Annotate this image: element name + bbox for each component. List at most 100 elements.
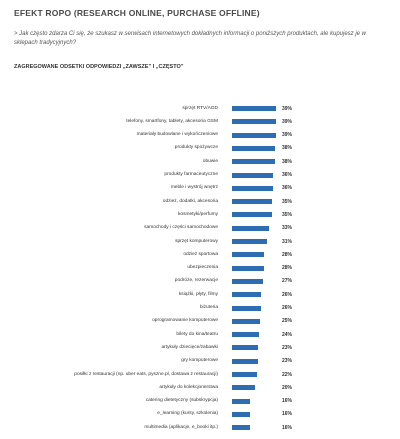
bar: [232, 106, 277, 111]
bar-row: samochody i części samochodowe 33%: [0, 222, 400, 235]
value-label: 26%: [282, 305, 293, 311]
value-label: 39%: [282, 132, 293, 139]
bar-row: multimedia (aplikacje, e_booki itp.) 16%: [0, 421, 400, 434]
chart-title: EFEKT ROPO (RESEARCH ONLINE, PURCHASE OF…: [14, 8, 260, 18]
category-label: biżuteria: [199, 305, 218, 311]
bar: [232, 252, 264, 258]
bar: [232, 358, 258, 364]
category-label: ubezpieczenia: [187, 265, 218, 271]
category-label: książki, płyty, filmy: [178, 291, 218, 297]
subheading: ZAGREGOWANE ODSETKI ODPOWIEDZI „ZAWSZE” …: [14, 64, 184, 70]
bar-row: podróże, rezerwacje 27%: [0, 275, 400, 288]
category-label: sprzęt komputerowy: [175, 238, 218, 244]
bar-row: książki, płyty, filmy 26%: [0, 288, 400, 301]
bar-row: produkty farmaceutyczne 36%: [0, 169, 400, 182]
category-label: artykuły dziecięce/zabawki: [161, 345, 218, 351]
category-label: gry komputerowe: [181, 358, 218, 364]
value-label: 39%: [282, 105, 293, 112]
bar-row: sprzęt komputerowy 31%: [0, 235, 400, 248]
category-label: catering dietetyczny (subskrypcja): [145, 398, 218, 404]
question: > Jak często zdarza Ci się, że szukasz w…: [14, 31, 366, 46]
value-label: 22%: [282, 371, 293, 378]
value-label: 35%: [282, 198, 293, 205]
category-label: odzież, dodatki, akcesoria: [162, 198, 218, 204]
category-label: multimedia (aplikacje, e_booki itp.): [144, 424, 218, 430]
bar-row: bilety do kina/teatru 24%: [0, 328, 400, 341]
value-label: 38%: [282, 158, 293, 165]
bar-row: biżuteria 26%: [0, 302, 400, 315]
category-label: samochody i części samochodowe: [144, 225, 218, 231]
bar-row: produkty spożywcze 38%: [0, 142, 400, 155]
value-label: 20%: [282, 384, 293, 391]
bar-row: posiłki z restauracji (np. uber eats, py…: [0, 368, 400, 381]
bar: [232, 159, 275, 165]
bar: [232, 318, 261, 324]
bar: [232, 372, 257, 377]
bar-row: telefony, smartfony, tablety, akcesoria …: [0, 115, 400, 128]
bar-row: odzież sportowa 28%: [0, 248, 400, 261]
bar-row: ubezpieczenia 28%: [0, 262, 400, 275]
bar: [232, 425, 251, 431]
bar-row: odzież, dodatki, akcesoria 35%: [0, 195, 400, 208]
value-label: 16%: [282, 424, 293, 431]
category-label: produkty spożywcze: [174, 145, 218, 151]
category-label: materiały budowlane i wykończeniowe: [136, 132, 218, 138]
value-label: 24%: [282, 331, 293, 338]
bar: [232, 145, 275, 151]
category-label: telefony, smartfony, tablety, akcesoria …: [126, 119, 218, 124]
bar: [232, 345, 258, 351]
category-label: produkty farmaceutyczne: [164, 172, 218, 178]
value-label: 16%: [282, 411, 293, 418]
bar-row: obuwie 38%: [0, 155, 400, 168]
bar: [232, 265, 264, 271]
category-label: kosmetyki/perfumy: [178, 212, 218, 218]
value-label: 16%: [282, 398, 293, 405]
bar-row: materiały budowlane i wykończeniowe 39%: [0, 129, 400, 142]
value-label: 35%: [282, 211, 293, 218]
category-label: sprzęt RTV/AGD: [182, 105, 218, 111]
category-label: posiłki z restauracji (np. uber eats, py…: [74, 371, 218, 377]
bar: [232, 172, 273, 178]
bar: [232, 119, 277, 125]
bar: [232, 278, 263, 284]
bar: [232, 212, 272, 218]
category-label: obuwie: [202, 158, 218, 164]
bar: [232, 385, 255, 391]
bar: [232, 239, 268, 244]
bar-row: artykuły do kolekcjonerstwa 20%: [0, 381, 400, 394]
bar: [232, 132, 277, 138]
bar-row: sprzęt RTV/AGD 39%: [0, 102, 400, 115]
category-label: meble i wystrój wnętrz: [170, 185, 218, 191]
value-label: 36%: [282, 185, 293, 192]
bar: [232, 225, 270, 231]
value-label: 28%: [282, 265, 293, 272]
bar-row: artykuły dziecięce/zabawki 23%: [0, 341, 400, 354]
bar-row: oprogramowanie komputerowe 25%: [0, 315, 400, 328]
value-label: 33%: [282, 225, 293, 232]
bar: [232, 185, 273, 191]
category-label: podróże, rezerwacje: [174, 278, 218, 284]
value-label: 23%: [282, 344, 293, 351]
bar-row: meble i wystrój wnętrz 36%: [0, 182, 400, 195]
value-label: 25%: [282, 318, 293, 325]
category-label: oprogramowanie komputerowe: [152, 318, 218, 324]
bar: [232, 305, 262, 311]
value-label: 28%: [282, 251, 293, 258]
value-label: 39%: [282, 118, 293, 125]
bar-row: kosmetyki/perfumy 35%: [0, 208, 400, 221]
category-label: odzież sportowa: [183, 252, 218, 257]
category-label: e_learning (kursy, szkolenia): [157, 411, 218, 417]
bar: [232, 199, 272, 205]
bar: [232, 398, 251, 404]
category-label: artykuły do kolekcjonerstwa: [159, 385, 218, 390]
value-label: 26%: [282, 291, 293, 298]
bar-row: catering dietetyczny (subskrypcja) 16%: [0, 395, 400, 408]
value-label: 27%: [282, 278, 293, 285]
bar: [232, 332, 260, 338]
bar: [232, 292, 262, 298]
value-label: 23%: [282, 358, 293, 365]
bar-row: e_learning (kursy, szkolenia) 16%: [0, 408, 400, 421]
category-label: bilety do kina/teatru: [176, 331, 218, 337]
bar-row: gry komputerowe 23%: [0, 355, 400, 368]
